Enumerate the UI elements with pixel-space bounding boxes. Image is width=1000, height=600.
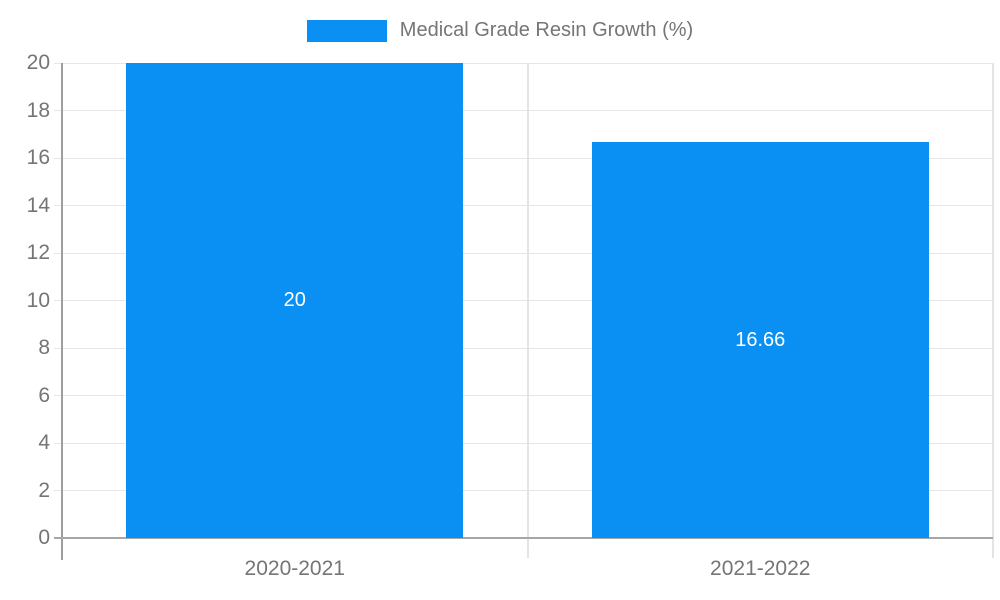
legend-label: Medical Grade Resin Growth (%): [399, 19, 694, 41]
y-tick-label: 12: [26, 241, 50, 264]
gridline: [54, 110, 993, 111]
gridline: [54, 347, 993, 349]
y-tick-label: 4: [38, 431, 50, 454]
gridline: [54, 442, 993, 444]
y-tick-label: 16: [26, 146, 50, 169]
y-tick-label: 0: [38, 526, 50, 549]
bar-value-label: 20: [283, 289, 306, 311]
y-tick-label: 10: [26, 288, 50, 312]
y-tick-label: 6: [38, 383, 50, 407]
gridline: [54, 62, 993, 64]
category-boundary-line: [526, 63, 529, 558]
x-axis-line: [54, 537, 993, 539]
gridline: [54, 490, 993, 491]
bar-value-label: 16.66: [735, 328, 786, 351]
gridline: [54, 157, 993, 159]
y-tick-label: 2: [38, 478, 50, 502]
legend[interactable]: Medical Grade Resin Growth (%): [0, 19, 1000, 42]
gridline: [54, 252, 993, 254]
bar[interactable]: 16.66: [591, 142, 929, 538]
y-tick-label: 14: [26, 193, 50, 217]
gridline: [54, 300, 993, 301]
legend-swatch-icon: [306, 19, 387, 42]
x-axis-label: 2020-2021: [244, 557, 345, 580]
y-axis-line: [61, 63, 63, 560]
y-tick-label: 20: [26, 51, 50, 74]
y-tick-label: 18: [26, 98, 50, 122]
y-tick-label: 8: [38, 336, 50, 359]
x-axis-label: 2021-2022: [710, 557, 811, 580]
bar[interactable]: 20: [126, 63, 464, 538]
gridline: [54, 205, 993, 206]
gridline: [54, 395, 993, 396]
category-boundary-line: [992, 63, 994, 558]
